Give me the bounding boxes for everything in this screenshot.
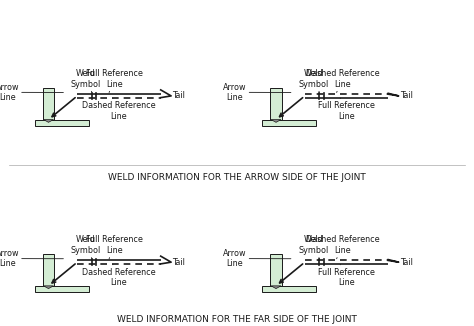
Polygon shape [271,120,281,122]
Text: WELD INFORMATION FOR THE FAR SIDE OF THE JOINT: WELD INFORMATION FOR THE FAR SIDE OF THE… [117,315,357,324]
Text: Arrow
Line: Arrow Line [223,249,291,268]
Text: Weld
Symbol: Weld Symbol [71,235,101,259]
Text: Weld
Symbol: Weld Symbol [71,69,101,92]
Text: WELD INFORMATION FOR THE ARROW SIDE OF THE JOINT: WELD INFORMATION FOR THE ARROW SIDE OF T… [108,173,366,182]
Polygon shape [44,120,54,122]
Bar [262,120,316,126]
Text: Arrow
Line: Arrow Line [223,82,291,102]
Text: Tail: Tail [173,258,185,267]
Bar [262,286,316,292]
Text: Tail: Tail [400,258,413,267]
Bar [35,286,89,292]
Text: Full Reference
Line: Full Reference Line [318,264,375,287]
Bar [43,254,55,286]
Bar [270,254,282,286]
Text: Full Reference
Line: Full Reference Line [86,235,143,259]
Text: Weld
Symbol: Weld Symbol [298,235,328,259]
Polygon shape [44,286,54,289]
Text: Full Reference
Line: Full Reference Line [318,98,375,121]
Text: Tail: Tail [400,91,413,100]
Bar [35,120,89,126]
Text: Arrow
Line: Arrow Line [0,82,64,102]
Bar [270,88,282,120]
Text: Weld
Symbol: Weld Symbol [298,69,328,92]
Text: Dashed Reference
Line: Dashed Reference Line [306,69,379,93]
Text: Arrow
Line: Arrow Line [0,249,64,268]
Bar [43,88,55,120]
Text: Dashed Reference
Line: Dashed Reference Line [82,264,156,287]
Text: Dashed Reference
Line: Dashed Reference Line [82,98,156,121]
Text: Dashed Reference
Line: Dashed Reference Line [306,235,379,259]
Text: Tail: Tail [173,91,185,100]
Polygon shape [271,286,281,289]
Text: Full Reference
Line: Full Reference Line [86,69,143,93]
